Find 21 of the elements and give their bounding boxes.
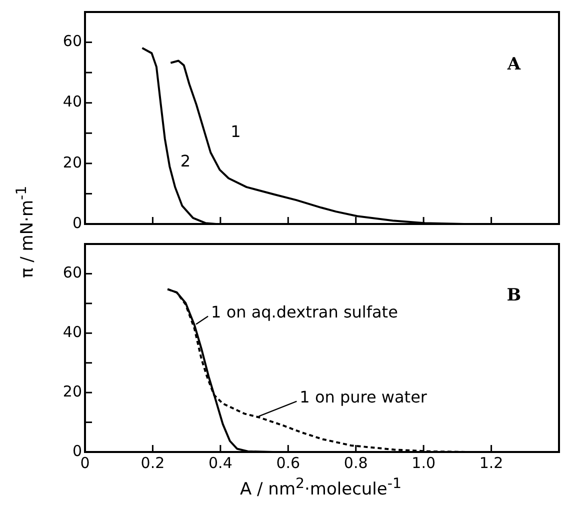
y-tick-label: 0	[72, 214, 82, 232]
y-tick-label: 60	[62, 32, 82, 50]
x-tick-label: 0.2	[140, 454, 165, 472]
annotation: 1 on pure water	[300, 388, 428, 406]
x-tick-label: 1.2	[479, 454, 504, 472]
x-axis-title: A / nm$^{2}$·molecule$^{-1}$	[240, 476, 402, 500]
annotation: B	[506, 285, 522, 306]
y-tick-label: 40	[62, 323, 82, 342]
x-tick-label: 0.4	[208, 454, 232, 472]
annotation: 2	[180, 152, 191, 171]
annotation: 1 on aq.dextran sulfate	[211, 302, 398, 322]
x-tick-label: 1.0	[412, 454, 436, 472]
y-tick-label: 20	[62, 153, 82, 172]
x-tick-label: 0.8	[344, 454, 368, 472]
y-tick-label: 60	[62, 264, 82, 282]
y-tick-label: 20	[62, 382, 82, 400]
y-tick-label: 40	[62, 92, 82, 111]
x-tick-label: 0.6	[276, 454, 300, 472]
annotation: A	[506, 54, 522, 74]
y-tick-label: 0	[72, 442, 82, 460]
annotation: 1	[230, 122, 241, 142]
